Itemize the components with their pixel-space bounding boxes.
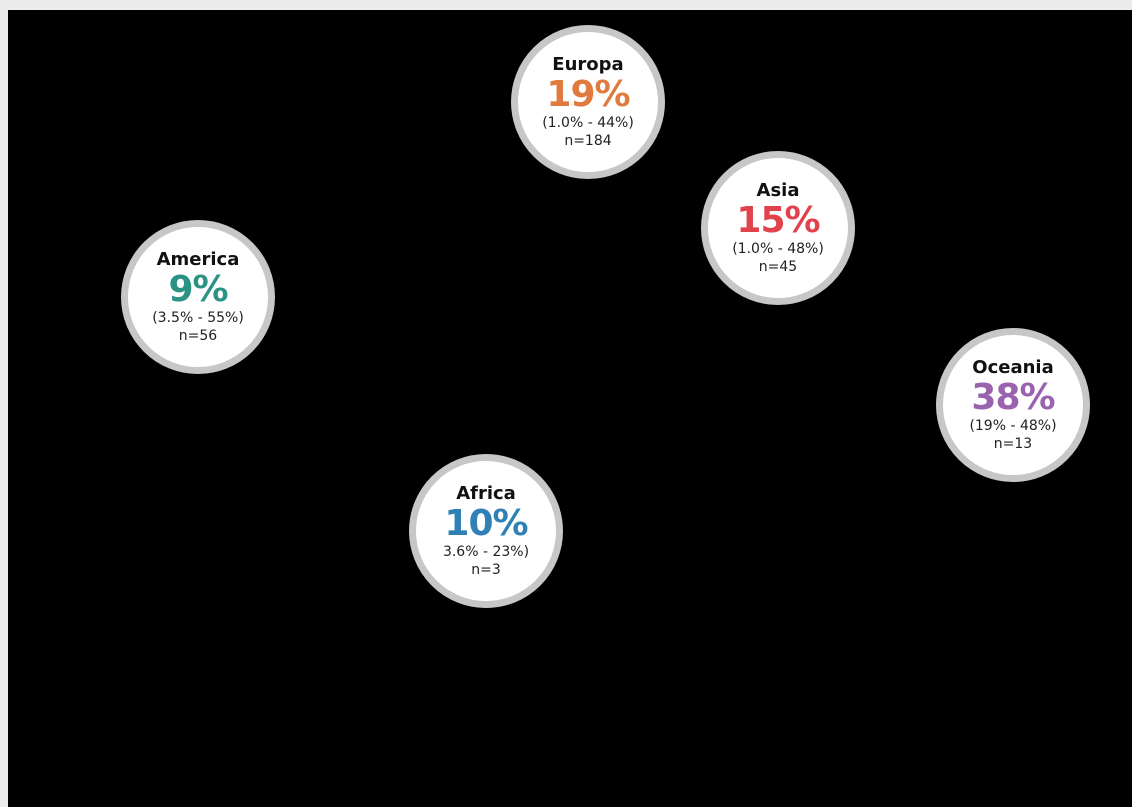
region-bubble-america: America 9% (3.5% - 55%) n=56 [121, 220, 275, 374]
region-percentage: 38% [971, 377, 1055, 418]
region-bubble-oceania: Oceania 38% (19% - 48%) n=13 [936, 328, 1090, 482]
region-sample-size: n=13 [993, 436, 1033, 452]
top-strip [0, 0, 1132, 10]
region-sample-size: n=184 [564, 133, 612, 149]
region-name: America [156, 249, 240, 270]
region-name: Africa [456, 483, 516, 504]
region-sample-size: n=45 [758, 259, 798, 275]
region-sample-size: n=3 [471, 562, 501, 578]
region-percentage: 10% [444, 503, 528, 544]
region-name: Europa [552, 54, 624, 75]
region-confidence-interval: (1.0% - 48%) [732, 241, 824, 257]
region-confidence-interval: (3.5% - 55%) [152, 310, 244, 326]
region-confidence-interval: 3.6% - 23%) [442, 544, 530, 560]
region-bubble-europa: Europa 19% (1.0% - 44%) n=184 [511, 25, 665, 179]
region-percentage: 9% [168, 269, 228, 310]
region-confidence-interval: (1.0% - 44%) [542, 115, 634, 131]
region-percentage: 15% [736, 200, 820, 241]
region-percentage: 19% [546, 74, 630, 115]
region-bubble-africa: Africa 10% 3.6% - 23%) n=3 [409, 454, 563, 608]
region-sample-size: n=56 [178, 328, 218, 344]
region-name: Asia [756, 180, 800, 201]
region-name: Oceania [972, 357, 1054, 378]
region-confidence-interval: (19% - 48%) [969, 418, 1057, 434]
region-bubble-asia: Asia 15% (1.0% - 48%) n=45 [701, 151, 855, 305]
